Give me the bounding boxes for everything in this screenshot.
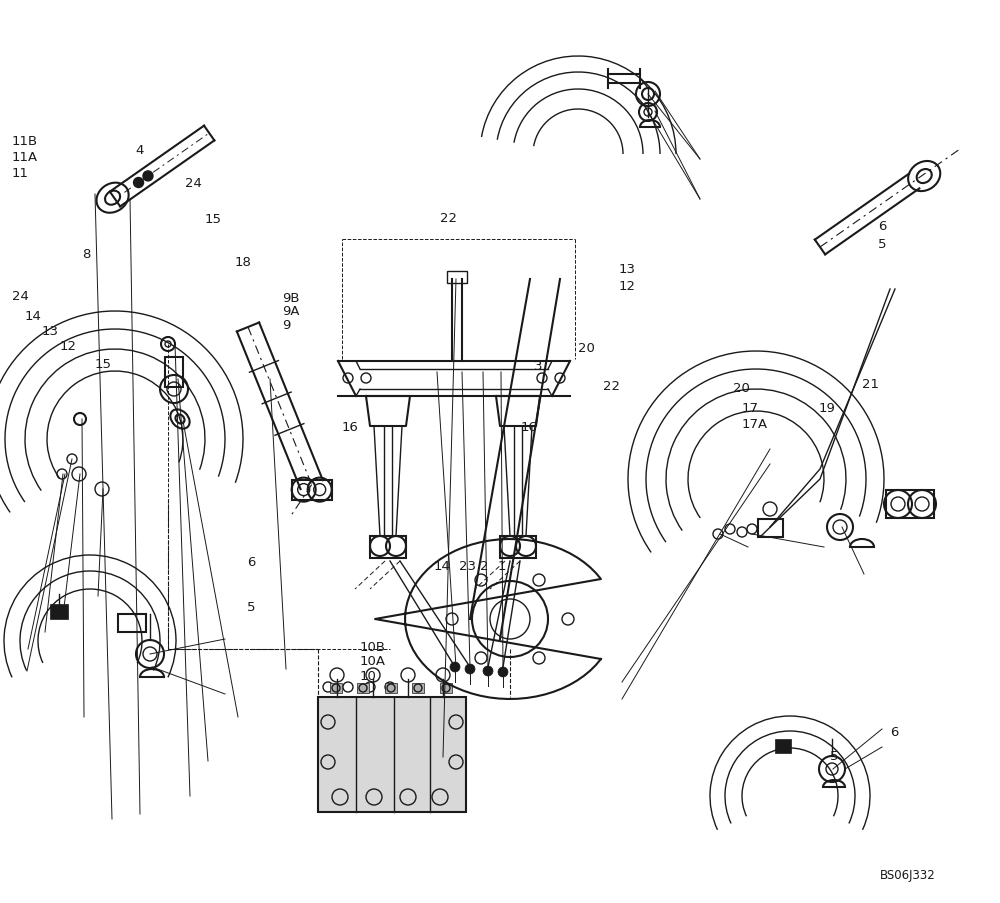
Bar	[886, 490, 934, 518]
Text: 5: 5	[830, 749, 838, 762]
Text: 13: 13	[42, 325, 59, 338]
Text: 1: 1	[498, 560, 507, 573]
Text: 2: 2	[480, 560, 489, 573]
Text: 23: 23	[459, 560, 476, 573]
Text: 9: 9	[282, 319, 290, 331]
Text: 15: 15	[205, 213, 222, 226]
Bar	[118, 614, 146, 632]
Text: 10A: 10A	[360, 655, 386, 667]
Text: 6: 6	[247, 555, 255, 568]
Bar	[318, 697, 466, 812]
Text: 9A: 9A	[282, 305, 300, 318]
Circle shape	[134, 178, 144, 189]
Text: 17A: 17A	[742, 418, 768, 431]
Bar	[370, 536, 406, 558]
Bar	[440, 684, 452, 694]
Circle shape	[465, 665, 475, 675]
Circle shape	[498, 667, 508, 677]
Text: 19: 19	[819, 402, 836, 414]
Text: 4: 4	[135, 144, 143, 157]
Bar	[165, 358, 183, 387]
Text: 12: 12	[619, 280, 636, 293]
Text: 16: 16	[521, 421, 538, 433]
Circle shape	[74, 414, 86, 425]
Bar	[775, 740, 791, 753]
Bar	[500, 536, 536, 558]
Text: 16: 16	[342, 421, 359, 433]
Text: 24: 24	[12, 290, 29, 303]
Text: 11B: 11B	[12, 135, 38, 148]
Text: 17: 17	[742, 402, 759, 414]
Text: 3: 3	[534, 359, 542, 372]
Bar	[447, 272, 467, 284]
Bar	[357, 684, 369, 694]
Text: 8: 8	[82, 248, 90, 261]
Bar	[292, 480, 332, 500]
Text: 15: 15	[95, 358, 112, 370]
Text: BS06J332: BS06J332	[880, 868, 936, 880]
Text: 22: 22	[603, 380, 620, 393]
Text: 6: 6	[878, 220, 886, 233]
Text: 10: 10	[360, 669, 377, 682]
Text: 11: 11	[12, 167, 29, 180]
Circle shape	[143, 172, 153, 182]
Text: 14: 14	[434, 560, 451, 573]
Text: 13: 13	[619, 263, 636, 275]
Text: 21: 21	[862, 377, 879, 390]
Text: 22: 22	[440, 212, 457, 225]
Text: 12: 12	[60, 340, 77, 352]
Text: 5: 5	[878, 238, 887, 251]
Bar	[385, 684, 397, 694]
Text: 9B: 9B	[282, 292, 300, 304]
Text: 20: 20	[578, 342, 595, 355]
Bar	[50, 604, 68, 619]
Bar	[330, 684, 342, 694]
Text: 24: 24	[185, 177, 202, 190]
Bar	[758, 519, 783, 537]
Text: 18: 18	[235, 256, 252, 268]
Circle shape	[450, 662, 460, 672]
Text: 20: 20	[733, 382, 750, 395]
Text: 6: 6	[890, 725, 898, 738]
Text: 14: 14	[25, 310, 42, 322]
Text: 10B: 10B	[360, 640, 386, 653]
Bar	[412, 684, 424, 694]
Text: 5: 5	[247, 600, 256, 613]
Text: 11A: 11A	[12, 151, 38, 163]
Circle shape	[483, 666, 493, 676]
